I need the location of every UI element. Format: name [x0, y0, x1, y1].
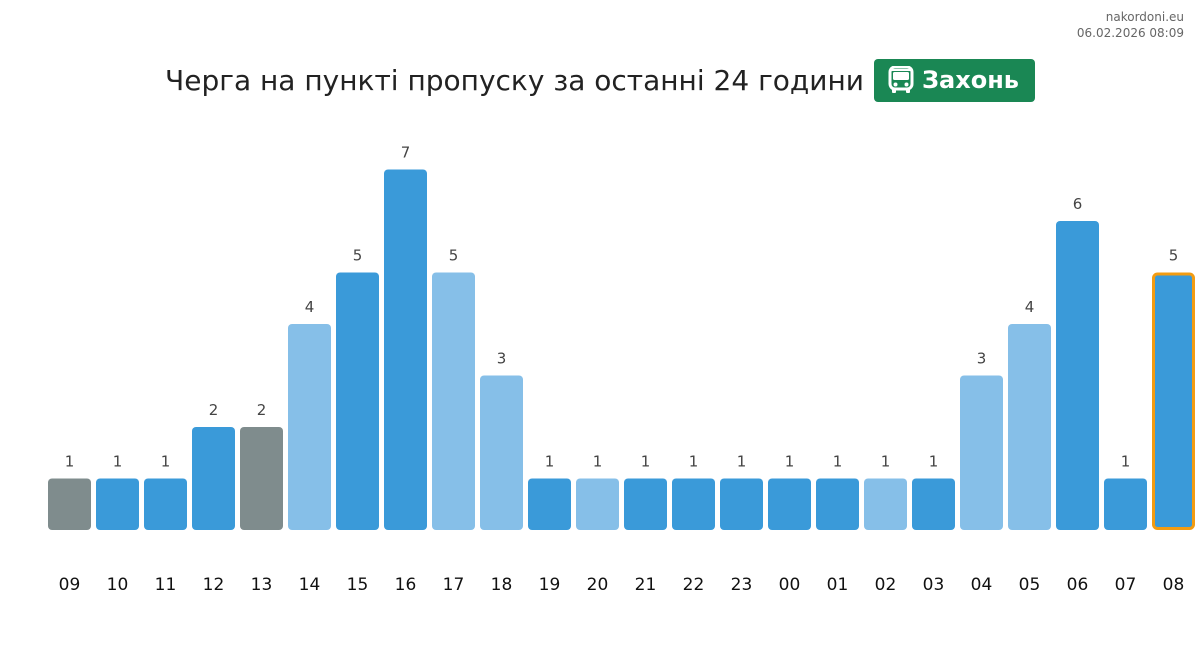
bar-value-label: 1 [545, 453, 555, 471]
watermark-site: nakordoni.eu [1105, 10, 1184, 24]
bar-06 [1056, 221, 1099, 530]
bar-02 [864, 478, 907, 530]
bar-value-label: 1 [161, 453, 171, 471]
bar-value-label: 1 [641, 453, 651, 471]
x-tick-label: 23 [731, 575, 753, 595]
x-tick-label: 08 [1163, 575, 1185, 595]
x-tick-label: 19 [539, 575, 561, 595]
x-tick-label: 03 [923, 575, 945, 595]
bar-value-label: 1 [833, 453, 843, 471]
bar-value-label: 1 [113, 453, 123, 471]
x-tick-label: 04 [971, 575, 993, 595]
bar-value-label: 2 [257, 401, 267, 419]
bar-value-label: 1 [593, 453, 603, 471]
x-tick-label: 17 [443, 575, 465, 595]
bar-value-label: 5 [353, 247, 363, 265]
x-tick-label: 05 [1019, 575, 1041, 595]
bar-09 [48, 478, 91, 530]
bar-value-label: 1 [929, 453, 939, 471]
x-tick-label: 13 [251, 575, 273, 595]
bar-03 [912, 478, 955, 530]
x-tick-label: 18 [491, 575, 513, 595]
bar-00 [768, 478, 811, 530]
x-tick-label: 02 [875, 575, 897, 595]
bar-value-label: 5 [449, 247, 459, 265]
x-tick-label: 12 [203, 575, 225, 595]
bar-20 [576, 478, 619, 530]
bar-17 [432, 272, 475, 530]
bus-icon [888, 66, 914, 93]
bar-16 [384, 169, 427, 530]
bar-value-label: 5 [1169, 247, 1179, 265]
checkpoint-badge: Захонь [873, 58, 1035, 102]
x-tick-label: 21 [635, 575, 657, 595]
bar-19 [528, 478, 571, 530]
checkpoint-name: Захонь [921, 66, 1019, 94]
x-tick-label: 07 [1115, 575, 1137, 595]
x-tick-label: 15 [347, 575, 369, 595]
bar-value-label: 4 [1025, 298, 1035, 316]
bar-value-label: 3 [497, 350, 507, 368]
bar-10 [96, 478, 139, 530]
watermark: nakordoni.eu 06.02.2026 08:09 [1077, 9, 1184, 41]
x-tick-label: 10 [107, 575, 129, 595]
bar-13 [240, 427, 283, 530]
watermark-timestamp: 06.02.2026 08:09 [1076, 26, 1184, 40]
bar-value-label: 1 [65, 453, 75, 471]
bar-value-label: 1 [689, 453, 699, 471]
bar-value-label: 1 [785, 453, 795, 471]
bar-value-label: 6 [1073, 195, 1083, 213]
bar-05 [1008, 324, 1051, 530]
bar-value-label: 1 [881, 453, 891, 471]
chart-title: Черга на пункті пропуску за останні 24 г… [165, 63, 864, 97]
bar-value-label: 2 [209, 401, 219, 419]
bar-value-label: 1 [1121, 453, 1131, 471]
bar-value-label: 7 [401, 144, 411, 162]
chart-header: Черга на пункті пропуску за останні 24 г… [0, 58, 1200, 102]
x-tick-label: 20 [587, 575, 609, 595]
x-tick-label: 06 [1067, 575, 1089, 595]
bar-11 [144, 478, 187, 530]
bar-04 [960, 375, 1003, 530]
x-tick-label: 09 [59, 575, 81, 595]
bar-18 [480, 375, 523, 530]
x-tick-label: 14 [299, 575, 321, 595]
x-tick-label: 11 [155, 575, 177, 595]
x-tick-label: 01 [827, 575, 849, 595]
bar-12 [192, 427, 235, 530]
bar-23 [720, 478, 763, 530]
x-tick-label: 16 [395, 575, 417, 595]
x-tick-label: 00 [779, 575, 801, 595]
bar-value-label: 4 [305, 298, 315, 316]
x-tick-label: 22 [683, 575, 705, 595]
bar-22 [672, 478, 715, 530]
bar-14 [288, 324, 331, 530]
bar-value-label: 1 [737, 453, 747, 471]
bar-07 [1104, 478, 1147, 530]
bar-value-label: 3 [977, 350, 987, 368]
bar-08 [1152, 272, 1195, 530]
bar-15 [336, 272, 379, 530]
bar-21 [624, 478, 667, 530]
bar-01 [816, 478, 859, 530]
